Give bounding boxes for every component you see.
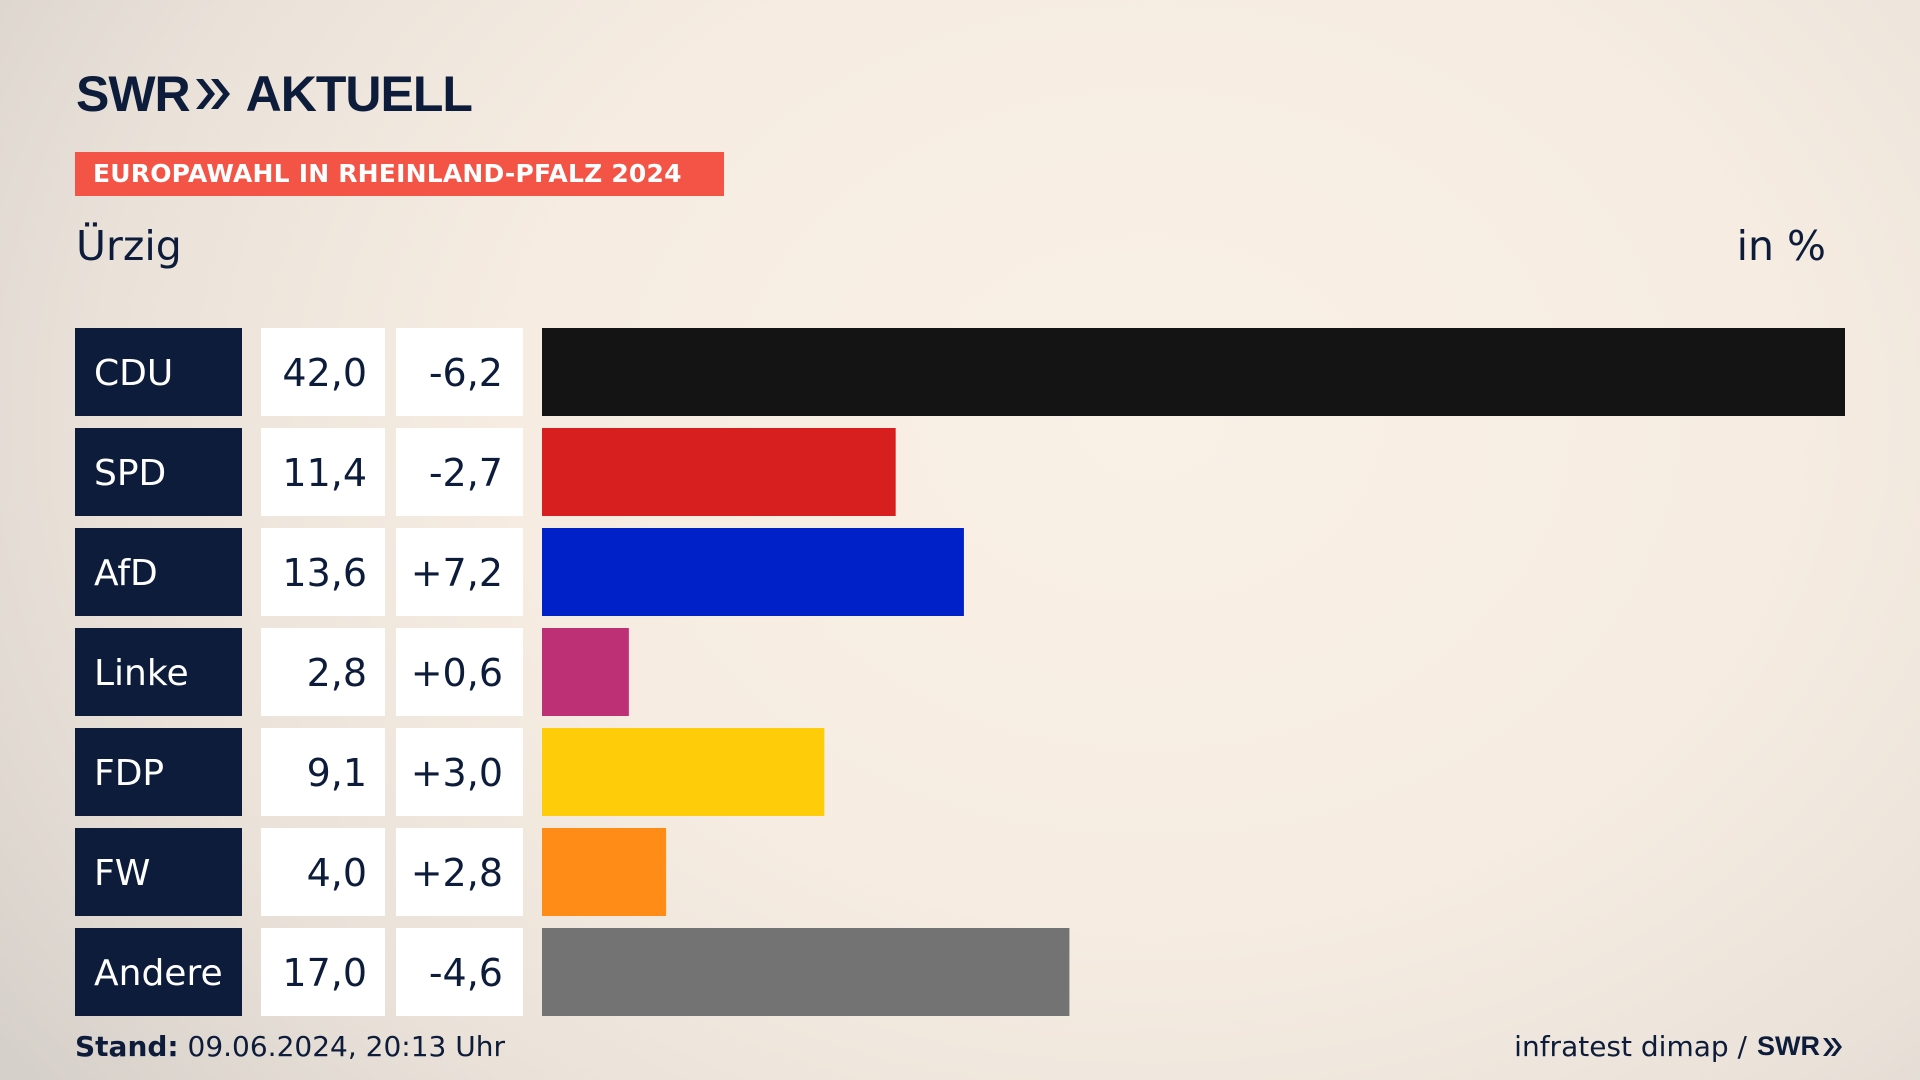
stand-label: Stand: [75,1030,179,1063]
results-chart: CDU 42,0 -6,2 SPD 11,4 -2,7 AfD 13,6 +7,2 Linke 2,… [75,328,1845,1016]
value-label-spd: 11,4 [282,451,367,495]
change-cell-linke [396,628,523,716]
swr-mini-logo: SWR [1757,1031,1844,1062]
logo-aktuell-text: AKTUELL [245,66,473,122]
value-label-cdu: 42,0 [282,351,367,395]
change-label-fdp: +3,0 [411,751,503,795]
bar-afd [542,528,964,616]
value-label-fdp: 9,1 [307,751,367,795]
value-cell-andere [261,928,385,1016]
value-cell-spd [261,428,385,516]
value-cell-linke [261,628,385,716]
party-label-fdp: FDP [94,753,164,794]
change-label-andere: -4,6 [429,951,503,995]
swr-aktuell-logo: SWR AKTUELL [76,66,473,122]
change-cell-andere [396,928,523,1016]
change-cell-fdp [396,728,523,816]
change-label-linke: +0,6 [411,651,503,695]
unit-label: in % [1736,222,1826,270]
value-label-afd: 13,6 [282,551,367,595]
change-label-spd: -2,7 [429,451,503,495]
source-credit: infratest dimap / SWR [1514,1030,1844,1063]
election-banner: EUROPAWAHL IN RHEINLAND-PFALZ 2024 [75,152,724,196]
party-label-bg-andere [75,928,242,1016]
change-label-afd: +7,2 [411,551,503,595]
party-label-bg-afd [75,528,242,616]
bar-spd [542,428,896,516]
value-label-fw: 4,0 [307,851,367,895]
change-label-cdu: -6,2 [429,351,503,395]
value-cell-fdp [261,728,385,816]
party-label-fw: FW [94,853,150,894]
change-cell-afd [396,528,523,616]
party-label-afd: AfD [94,553,158,594]
change-cell-fw [396,828,523,916]
source-logo-text: SWR [1757,1031,1820,1061]
timestamp: Stand: 09.06.2024, 20:13 Uhr [75,1030,505,1063]
bar-linke [542,628,629,716]
party-label-spd: SPD [94,453,166,494]
change-cell-spd [396,428,523,516]
party-label-andere: Andere [94,953,223,994]
party-label-bg-cdu [75,328,242,416]
party-label-bg-fdp [75,728,242,816]
bar-cdu [542,328,1845,416]
logo-swr-text: SWR [76,66,191,122]
change-label-fw: +2,8 [411,851,503,895]
value-cell-afd [261,528,385,616]
party-label-bg-linke [75,628,242,716]
party-label-linke: Linke [94,653,189,694]
double-chevron-icon [194,76,232,112]
value-label-linke: 2,8 [307,651,367,695]
party-label-bg-fw [75,828,242,916]
party-label-cdu: CDU [94,353,173,394]
bar-fdp [542,728,825,816]
value-cell-fw [261,828,385,916]
party-label-bg-spd [75,428,242,516]
stand-value: 09.06.2024, 20:13 Uhr [178,1030,505,1063]
bar-andere [542,928,1070,1016]
bar-fw [542,828,667,916]
change-cell-cdu [396,328,523,416]
mini-chevron-icon [1823,1037,1842,1056]
value-label-andere: 17,0 [282,951,367,995]
value-cell-cdu [261,328,385,416]
place-title: Ürzig [76,222,182,270]
source-text: infratest dimap / [1514,1030,1747,1063]
